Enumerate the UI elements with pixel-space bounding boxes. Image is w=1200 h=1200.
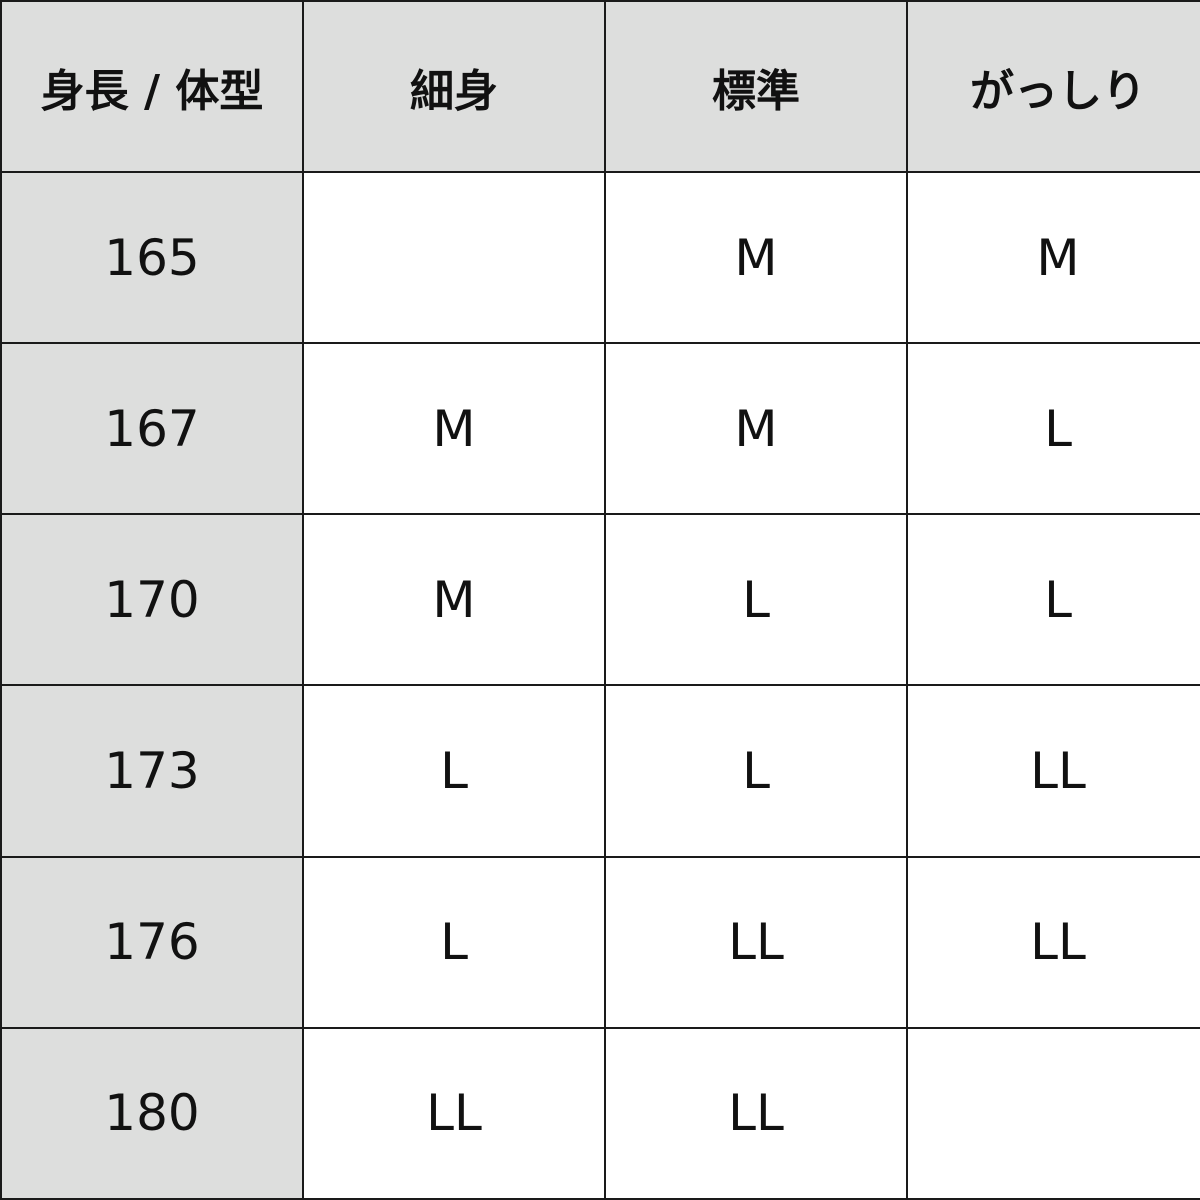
size-cell: M [302,513,606,687]
header-height-body-type: 身長 / 体型 [0,0,304,173]
row-height-label: 176 [0,855,304,1029]
size-cell: L [906,513,1200,687]
table-row: 170 M L L [0,513,1200,687]
row-height-label: 165 [0,170,304,345]
size-cell: LL [302,1026,606,1200]
size-cell: M [604,170,908,345]
size-cell [302,170,606,345]
table-row: 173 L L LL [0,684,1200,858]
header-standard: 標準 [604,0,908,173]
size-cell: L [302,855,606,1029]
size-cell: L [604,513,908,687]
table-row: 176 L LL LL [0,855,1200,1029]
row-height-label: 180 [0,1026,304,1200]
row-height-label: 167 [0,342,304,516]
header-slim: 細身 [302,0,606,173]
table-row: 180 LL LL [0,1026,1200,1200]
size-cell: LL [604,1026,908,1200]
header-row: 身長 / 体型 細身 標準 がっしり [0,0,1200,173]
table-row: 165 M M [0,170,1200,345]
size-cell: M [302,342,606,516]
size-cell: LL [604,855,908,1029]
header-sturdy: がっしり [906,0,1200,173]
size-cell: M [906,170,1200,345]
size-cell: LL [906,684,1200,858]
size-cell: L [302,684,606,858]
row-height-label: 170 [0,513,304,687]
size-cell: M [604,342,908,516]
size-cell [906,1026,1200,1200]
size-cell: LL [906,855,1200,1029]
row-height-label: 173 [0,684,304,858]
size-cell: L [906,342,1200,516]
table-row: 167 M M L [0,342,1200,516]
size-cell: L [604,684,908,858]
